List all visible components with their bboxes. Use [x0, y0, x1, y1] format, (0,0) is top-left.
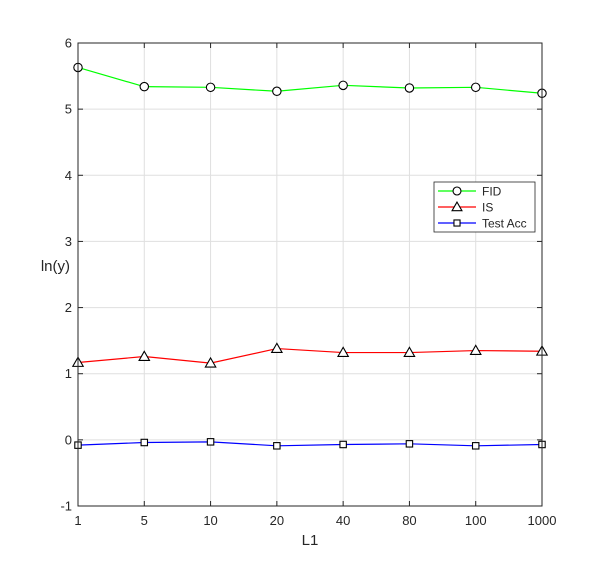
data-point-test-acc	[339, 440, 347, 449]
y-axis-label: ln(y)	[41, 258, 70, 275]
x-tick-label: 80	[402, 513, 416, 528]
data-point-test-acc	[206, 438, 215, 446]
y-tick-label: -1	[60, 499, 72, 514]
grid-lines	[78, 43, 542, 506]
series-group	[71, 62, 549, 450]
x-tick-label: 40	[336, 513, 350, 528]
series-line-is	[77, 347, 543, 364]
legend-label-test-acc: Test Acc	[482, 217, 527, 231]
x-tick-label: 5	[141, 513, 148, 528]
y-tick-label: 0	[65, 432, 72, 447]
data-point-is	[403, 346, 416, 357]
data-point-is	[138, 350, 151, 361]
x-tick-label: 100	[465, 513, 487, 528]
x-tick-label: 20	[270, 513, 284, 528]
y-tick-label: 5	[65, 102, 72, 117]
series-line-test-acc	[77, 441, 543, 447]
plot-frame	[77, 42, 543, 507]
data-point-fid	[404, 83, 415, 93]
data-point-is	[204, 356, 217, 368]
plot-area	[78, 43, 542, 506]
y-tick-label: 3	[65, 234, 72, 249]
y-tick-label: 1	[65, 366, 72, 381]
data-point-test-acc	[273, 442, 281, 450]
data-point-fid	[139, 81, 150, 92]
legend-marker-fid	[452, 186, 462, 196]
x-tick-label: 10	[203, 513, 217, 528]
legend-label-is: IS	[482, 201, 493, 215]
data-point-is	[336, 346, 350, 357]
x-tick-label: 1	[74, 513, 81, 528]
y-tick-label: 4	[65, 168, 72, 183]
data-point-fid	[205, 82, 216, 93]
x-tick-label: 1000	[528, 513, 557, 528]
data-point-test-acc	[140, 438, 149, 447]
y-tick-label: 2	[65, 300, 72, 315]
legend-marker-test-acc	[453, 219, 461, 227]
x-axis-label: L1	[302, 532, 319, 549]
legend: FID IS Test Acc	[433, 181, 536, 233]
data-point-is	[469, 344, 482, 356]
axis-ticks: 1 5 10 20 40 80 100 1000 -1 0 1 2 3 4 5 6	[60, 36, 556, 529]
data-point-fid	[470, 82, 481, 93]
series-line-fid	[77, 66, 543, 94]
y-tick-label: 6	[65, 36, 72, 51]
data-point-is	[270, 342, 284, 354]
data-point-test-acc	[471, 442, 480, 450]
legend-label-fid: FID	[482, 185, 502, 199]
data-point-test-acc	[405, 440, 414, 448]
legend-marker-is	[451, 200, 463, 212]
data-point-fid	[338, 80, 348, 91]
data-point-fid	[272, 86, 282, 97]
